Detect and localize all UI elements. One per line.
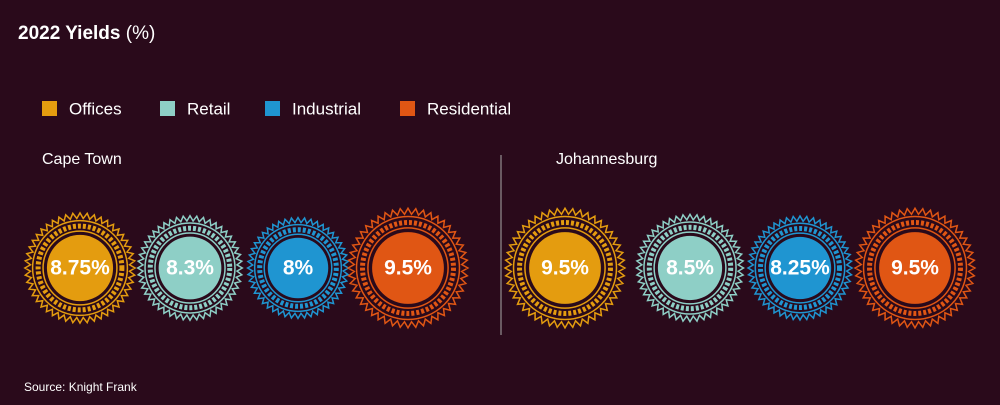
value-label: 8.5% (666, 257, 714, 280)
bubble-ring (42, 230, 118, 306)
bubble-ring (867, 220, 963, 316)
bubble-ring (367, 227, 449, 309)
bubble (46, 234, 114, 302)
bubble-ring (147, 225, 233, 311)
panel-title: Cape Town (42, 151, 122, 168)
bubble-ring (31, 219, 129, 317)
legend-swatch (160, 101, 175, 116)
bubble-ring (512, 215, 618, 321)
bubble-ring (355, 215, 461, 321)
legend-label: Offices (69, 99, 122, 118)
value-label: 9.5% (541, 257, 589, 280)
bubble-ring (653, 231, 727, 305)
bubble-ring (874, 227, 956, 309)
bubble-ring (517, 220, 613, 316)
bubble-ring (764, 232, 836, 304)
bubble-ring (360, 220, 456, 316)
source: Source: Knight Frank (24, 380, 138, 394)
bubble-ring (746, 214, 854, 322)
bubble-ring (643, 221, 737, 315)
bubble-ring (35, 223, 125, 313)
legend-swatch (42, 101, 57, 116)
chart-title: 2022 Yields (%) (18, 23, 155, 44)
legend-label: Industrial (292, 99, 361, 118)
legend-label: Residential (427, 99, 511, 118)
bubble-ring (144, 222, 236, 314)
bubble-ring (346, 206, 470, 330)
bubble-ring (154, 232, 226, 304)
bubble-ring (853, 206, 977, 330)
value-label: 8.75% (50, 257, 110, 280)
bubble-ring (257, 227, 339, 309)
bubble-ring (23, 211, 137, 325)
legend-swatch (400, 101, 415, 116)
value-label: 9.5% (384, 257, 432, 280)
bubble-ring (754, 222, 846, 314)
bubble-ring (246, 216, 350, 320)
legend-label: Retail (187, 99, 230, 118)
bubble-ring (263, 233, 333, 303)
bubble-ring (635, 212, 745, 324)
legend-swatch (265, 101, 280, 116)
value-label: 8.25% (770, 257, 830, 280)
bubble (267, 237, 329, 299)
title-unit: (%) (126, 23, 156, 44)
value-label: 9.5% (891, 257, 939, 280)
bubble-ring (503, 206, 627, 330)
value-label: 8% (283, 257, 314, 280)
value-label: 8.3% (166, 257, 214, 280)
bubble-ring (646, 224, 734, 312)
bubble (372, 232, 444, 304)
bubble-ring (136, 214, 244, 322)
bubble-ring (862, 215, 968, 321)
bubble (768, 236, 832, 300)
bubble (158, 236, 222, 300)
bubble-ring (253, 223, 343, 313)
bubble (657, 235, 723, 301)
panel-title: Johannesburg (556, 151, 657, 168)
title-text: 2022 Yields (18, 23, 120, 44)
bubble-ring (524, 227, 606, 309)
bubble (529, 232, 601, 304)
bubble-ring (757, 225, 843, 311)
bubble (879, 232, 951, 304)
